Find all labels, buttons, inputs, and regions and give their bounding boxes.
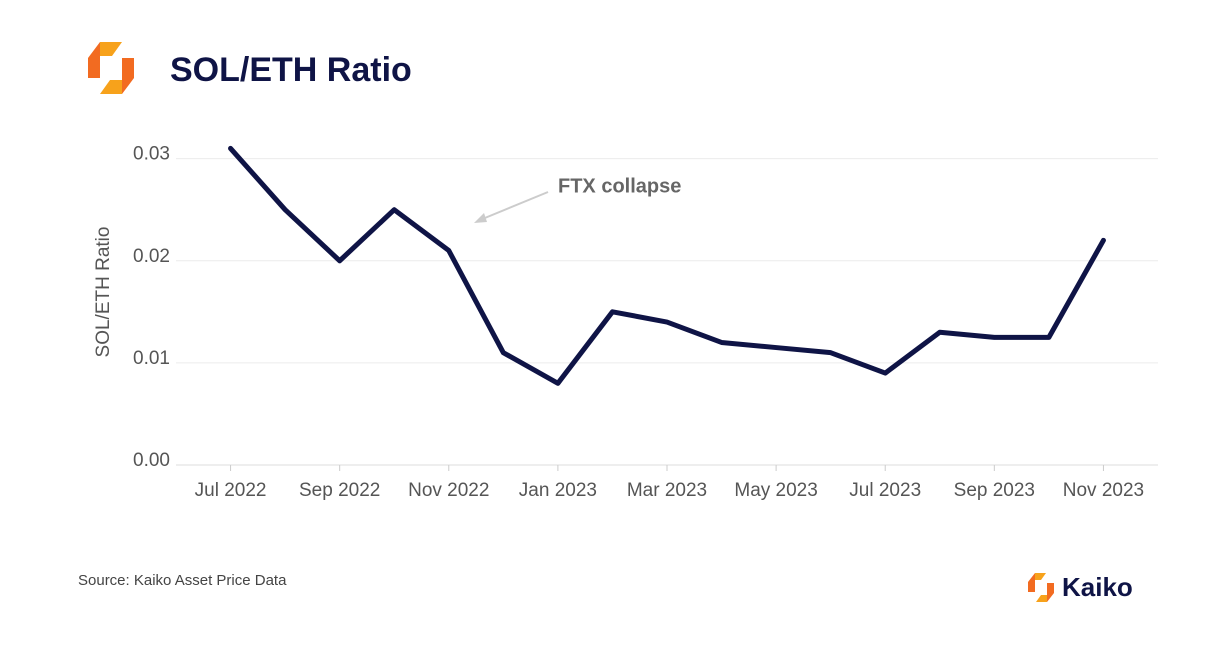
y-tick-label: 0.03 — [133, 144, 170, 165]
brand: Kaiko — [1062, 572, 1133, 602]
logo — [88, 42, 134, 94]
brand-logo — [1028, 573, 1054, 602]
x-tick-label: May 2023 — [734, 480, 817, 501]
annotation-arrow — [479, 191, 549, 221]
x-tick-label: Jul 2023 — [849, 480, 921, 501]
x-tick-label: Jan 2023 — [519, 480, 597, 501]
y-axis-title: SOL/ETH Ratio — [93, 227, 114, 358]
line — [228, 145, 1106, 386]
x-tick-label: Nov 2022 — [408, 480, 489, 501]
x-tick-label: Nov 2023 — [1063, 480, 1144, 501]
x-tick-label: Jul 2022 — [195, 480, 267, 501]
annotation: FTX collapse — [558, 175, 681, 197]
x-tick-label: Sep 2023 — [954, 480, 1035, 501]
arrow-head — [474, 213, 487, 223]
y-tick-label: 0.00 — [133, 450, 170, 471]
chart-title: SOL/ETH Ratio — [170, 51, 412, 89]
source: Source: Kaiko Asset Price Data — [78, 572, 287, 589]
y-tick-label: 0.02 — [133, 246, 170, 267]
x-tick-label: Mar 2023 — [627, 480, 707, 501]
y-tick-label: 0.01 — [133, 348, 170, 369]
x-tick-label: Sep 2022 — [299, 480, 380, 501]
